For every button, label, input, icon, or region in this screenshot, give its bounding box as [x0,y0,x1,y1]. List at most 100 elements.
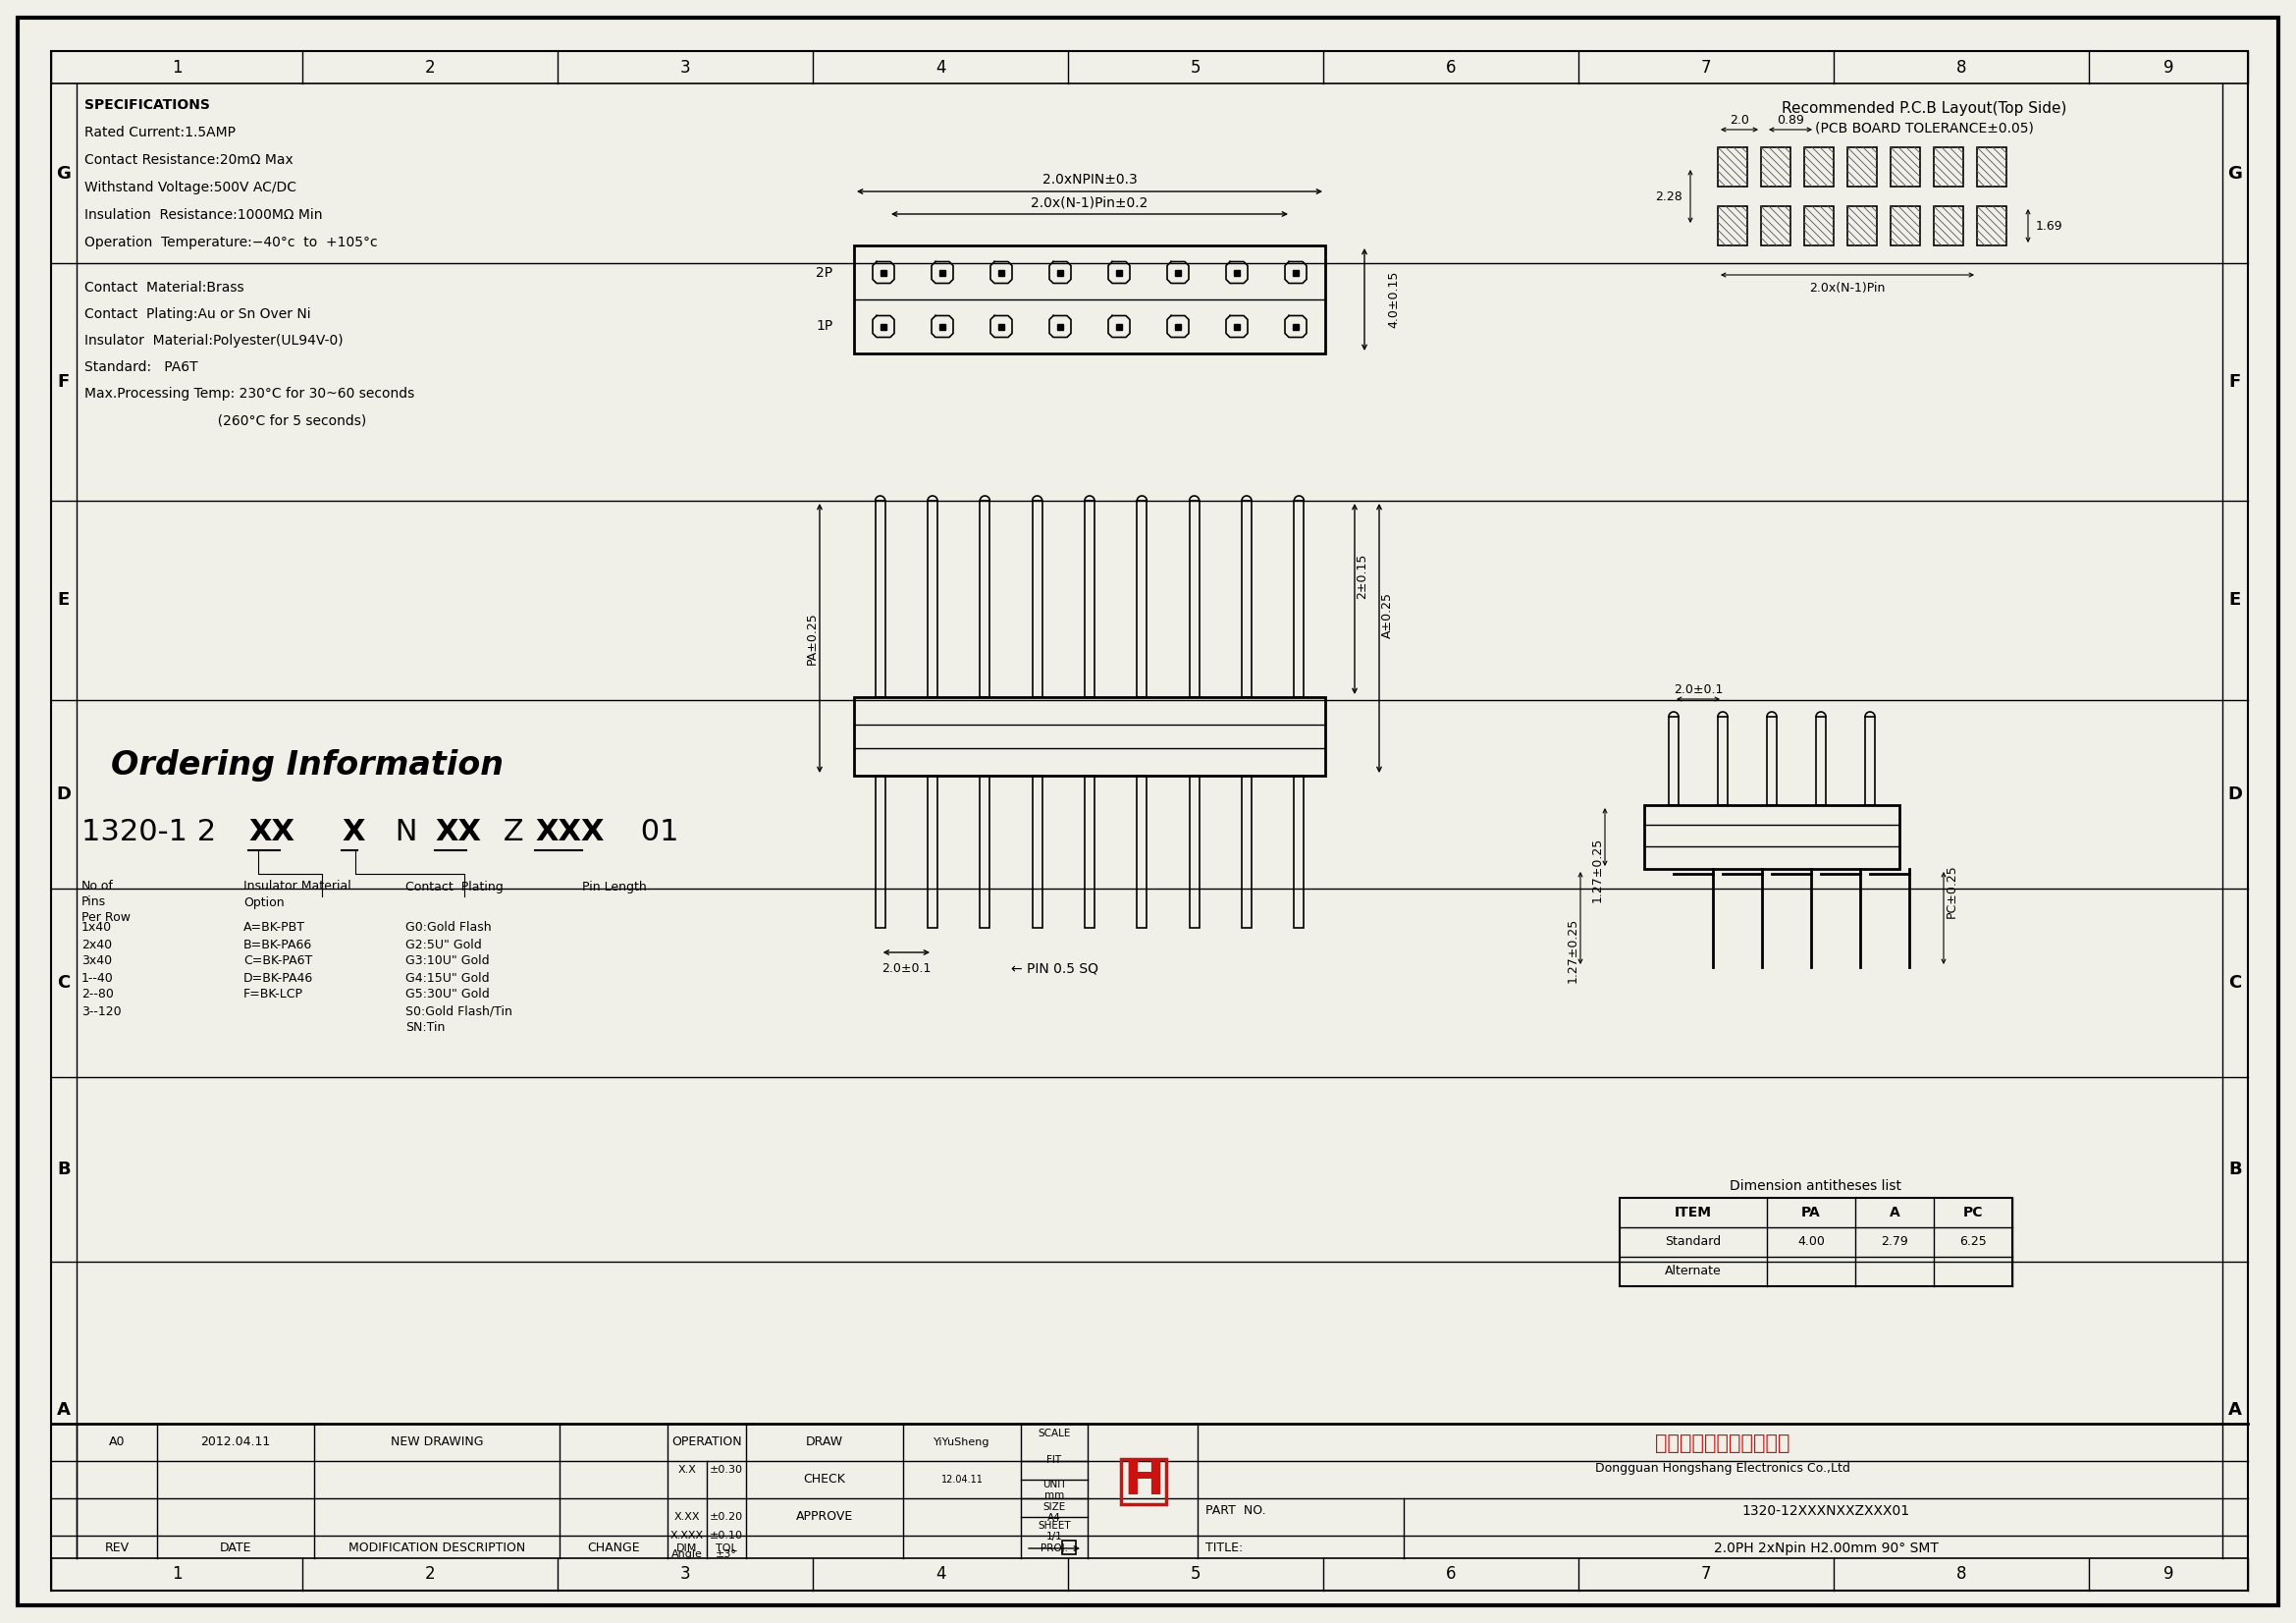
Text: XX: XX [434,818,480,847]
Bar [1848,206,1876,245]
Text: Z: Z [494,818,533,847]
Text: ±0.20: ±0.20 [709,1513,744,1522]
Bar [1805,148,1835,187]
Bar [1295,502,1304,698]
Bar [1242,776,1251,928]
Text: 1320-12XXXNXXZXXX01: 1320-12XXXNXXZXXX01 [1743,1505,1910,1518]
Bar [1084,502,1095,698]
Text: 2.0x(N-1)Pin±0.2: 2.0x(N-1)Pin±0.2 [1031,196,1148,209]
Text: Option: Option [243,896,285,909]
Text: Max.Processing Temp: 230°C for 30~60 seconds: Max.Processing Temp: 230°C for 30~60 sec… [85,386,416,401]
Text: Operation  Temperature:−40°c  to  +105°c: Operation Temperature:−40°c to +105°c [85,235,377,250]
Bar [1084,776,1095,928]
Text: 3--120: 3--120 [80,1005,122,1018]
Text: SHEET: SHEET [1038,1521,1070,1530]
Text: G4:15U" Gold: G4:15U" Gold [406,972,489,984]
Text: (PCB BOARD TOLERANCE±0.05): (PCB BOARD TOLERANCE±0.05) [1814,120,2034,135]
Bar [1768,717,1777,805]
Bar [1137,502,1148,698]
Text: ±0.30: ±0.30 [709,1466,744,1475]
Bar [1063,1540,1077,1555]
Text: A0: A0 [108,1436,124,1449]
Text: 2P: 2P [815,266,833,279]
Text: 7: 7 [1701,58,1711,76]
Text: E: E [2229,591,2241,609]
Text: 2: 2 [425,58,436,76]
Bar [1033,502,1042,698]
Text: Ordering Information: Ordering Information [110,750,503,782]
Text: Pin Length: Pin Length [583,880,647,893]
Text: 1.27±0.25: 1.27±0.25 [1591,837,1603,902]
Bar [1864,717,1876,805]
Text: X.XX: X.XX [675,1513,700,1522]
Text: F=BK-LCP: F=BK-LCP [243,988,303,1001]
Text: 5: 5 [1189,1566,1201,1582]
Bar [1233,269,1240,276]
Text: Pins: Pins [80,896,106,909]
Text: A: A [57,1401,71,1419]
Text: 8: 8 [1956,1566,1965,1582]
Text: 6: 6 [1446,58,1456,76]
Text: APPROVE: APPROVE [797,1511,854,1524]
Text: 1.27±0.25: 1.27±0.25 [1566,919,1580,984]
Text: 6: 6 [1446,1566,1456,1582]
Bar [1805,206,1835,245]
Text: NEW DRAWING: NEW DRAWING [390,1436,482,1449]
Text: TOL: TOL [716,1543,737,1553]
Text: C: C [2229,974,2241,992]
Text: DATE: DATE [220,1542,253,1555]
Text: 2±0.15: 2±0.15 [1357,553,1368,599]
Bar [1295,776,1304,928]
Bar [1056,269,1063,276]
Text: D: D [57,786,71,803]
Text: Insulator  Material:Polyester(UL94V-0): Insulator Material:Polyester(UL94V-0) [85,334,342,347]
Text: 2.0PH 2xNpin H2.00mm 90° SMT: 2.0PH 2xNpin H2.00mm 90° SMT [1713,1542,1938,1555]
Bar [879,269,886,276]
Text: YiYuSheng: YiYuSheng [934,1438,990,1448]
Text: X.XXX: X.XXX [670,1530,705,1540]
Text: G0:Gold Flash: G0:Gold Flash [406,922,491,935]
Text: Standard: Standard [1665,1235,1722,1248]
Bar [1717,206,1747,245]
Text: REV: REV [106,1542,129,1555]
Text: 6.25: 6.25 [1958,1235,1986,1248]
Bar [879,323,886,329]
Text: 东菞市宏尚电子有限公司: 东菞市宏尚电子有限公司 [1655,1433,1791,1453]
Text: 1P: 1P [815,320,833,333]
Text: Contact Resistance:20mΩ Max: Contact Resistance:20mΩ Max [85,153,294,167]
Text: X.X: X.X [677,1466,696,1475]
Bar [1033,776,1042,928]
Text: ±3°: ±3° [716,1550,737,1560]
Bar [1116,323,1123,329]
Bar [1890,206,1919,245]
Bar [1848,148,1876,187]
Text: 2x40: 2x40 [80,938,113,951]
Text: 3: 3 [680,58,691,76]
Text: 1/1: 1/1 [1047,1532,1063,1542]
Text: Contact  Plating: Contact Plating [406,880,503,893]
Bar [854,245,1325,354]
Bar [928,776,937,928]
Text: G: G [2227,164,2243,182]
Bar [1890,148,1919,187]
Bar [1644,805,1899,868]
Bar [1116,269,1123,276]
Text: 2.28: 2.28 [1655,190,1683,203]
Text: A=BK-PBT: A=BK-PBT [243,922,305,935]
Text: 2.0±0.1: 2.0±0.1 [1674,683,1722,696]
Text: D=BK-PA46: D=BK-PA46 [243,972,312,984]
Text: ±0.10: ±0.10 [709,1530,744,1540]
Bar [1189,502,1199,698]
Text: 4.00: 4.00 [1798,1235,1825,1248]
Text: XXX: XXX [535,818,604,847]
Text: Alternate: Alternate [1665,1264,1722,1277]
Text: SIZE: SIZE [1042,1503,1065,1513]
Bar [980,776,990,928]
Text: A4: A4 [1047,1513,1061,1522]
Bar [1176,323,1180,329]
Text: 01: 01 [631,818,680,847]
Text: B: B [2229,1160,2241,1178]
Text: 3x40: 3x40 [80,954,113,967]
Text: ← PIN 0.5 SQ: ← PIN 0.5 SQ [1010,961,1097,975]
Text: Contact  Material:Brass: Contact Material:Brass [85,281,243,294]
